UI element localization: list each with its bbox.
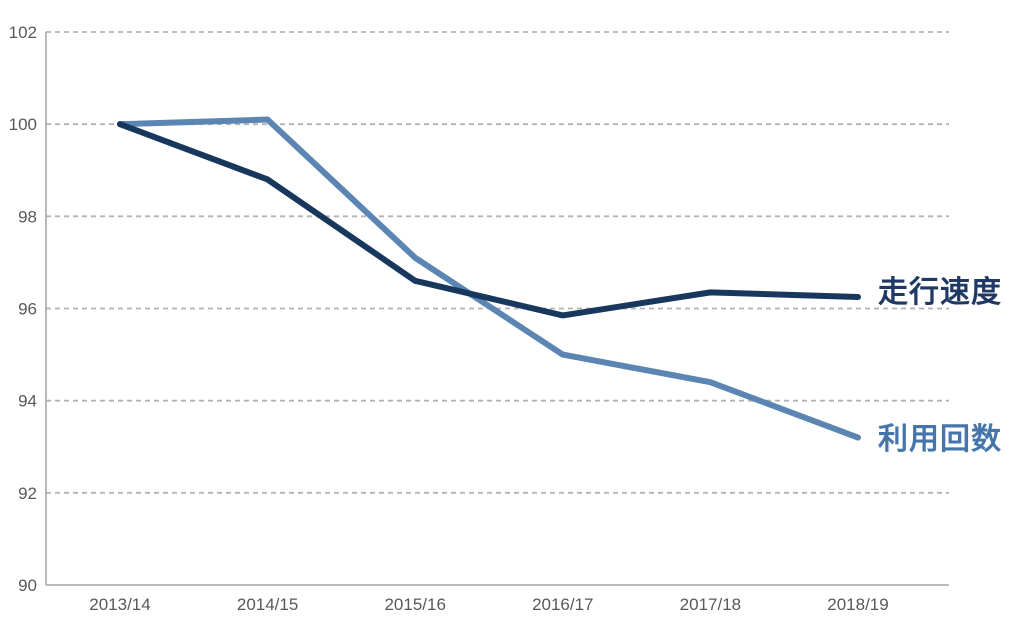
y-tick-label-102: 102: [9, 23, 37, 42]
x-tick-label-2016-17: 2016/17: [532, 595, 593, 614]
x-tick-label-2018-19: 2018/19: [827, 595, 888, 614]
series-label-usage-count: 利用回数: [878, 423, 1002, 456]
x-tick-label-2013-14: 2013/14: [89, 595, 150, 614]
y-tick-label-100: 100: [9, 115, 37, 134]
series-line-running-speed: [117, 121, 861, 319]
series-line-usage-count: [117, 116, 861, 441]
y-tick-label-90: 90: [18, 576, 37, 595]
y-tick-label-98: 98: [18, 207, 37, 226]
x-tick-label-2014-15: 2014/15: [237, 595, 298, 614]
series-label-running-speed: 走行速度: [878, 276, 1002, 309]
y-tick-label-92: 92: [18, 484, 37, 503]
x-tick-label-2015-16: 2015/16: [384, 595, 445, 614]
y-tick-label-96: 96: [18, 300, 37, 319]
y-tick-label-94: 94: [18, 392, 37, 411]
x-tick-label-2017-18: 2017/18: [680, 595, 741, 614]
